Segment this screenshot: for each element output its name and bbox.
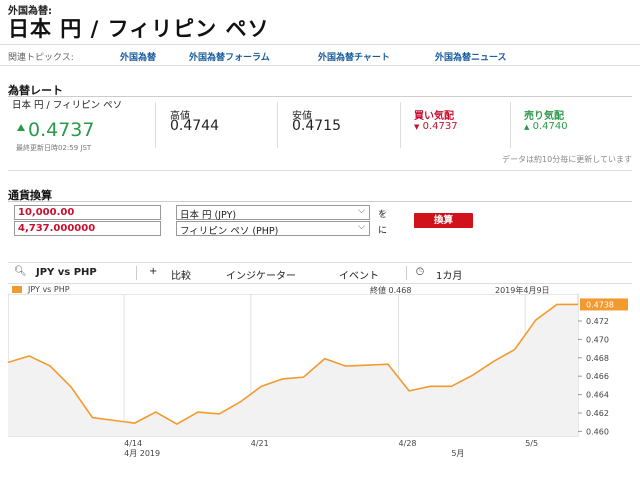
x-tick-label: 4/14 xyxy=(124,439,142,448)
divider xyxy=(400,102,401,148)
rates-heading: 為替レート xyxy=(8,84,63,97)
particle-ni: に xyxy=(378,226,388,236)
chart-toolbar: 🔍︎ JPY vs PHP + 比較 インジケーター イベント 🕒︎ 1カ月 xyxy=(8,262,632,284)
from-currency-value: 日本 円 (JPY) xyxy=(180,210,237,221)
current-rate: 0.4737 xyxy=(28,119,95,141)
y-tick-label: 0.470 xyxy=(586,335,609,344)
divider xyxy=(136,266,137,280)
y-tick-label: 0.464 xyxy=(586,391,609,400)
legend-label: JPY vs PHP xyxy=(28,285,70,294)
sell-quote: ▲ 0.4740 xyxy=(524,121,568,132)
sell-value: 0.4740 xyxy=(532,121,568,132)
section-divider xyxy=(8,170,632,171)
low-label: 安値 xyxy=(292,111,312,122)
from-amount-input[interactable] xyxy=(14,205,161,220)
buy-quote: ▼ 0.4737 xyxy=(414,121,458,132)
up-arrow-icon: ▲ xyxy=(524,123,530,131)
from-currency-select[interactable]: 日本 円 (JPY) ⌵ xyxy=(176,205,370,221)
current-value-label: 0.4738 xyxy=(586,300,614,309)
topic-link-forum[interactable]: 外国為替フォーラム xyxy=(189,53,270,63)
divider xyxy=(277,102,278,148)
search-icon: 🔍︎ xyxy=(14,266,27,277)
converter-divider xyxy=(8,201,632,202)
y-tick-label: 0.466 xyxy=(586,372,609,381)
update-note: データは約10分毎に更新しています xyxy=(502,155,632,164)
rates-divider xyxy=(8,96,632,97)
high-value: 0.4744 xyxy=(170,118,219,134)
y-tick-label: 0.462 xyxy=(586,409,609,418)
to-amount-input[interactable] xyxy=(14,221,161,236)
page-title: 日本 円 / フィリピン ペソ xyxy=(8,17,270,41)
topic-link-forex[interactable]: 外国為替 xyxy=(120,53,157,63)
converter-heading: 通貨換算 xyxy=(8,189,52,202)
pair-name: 日本 円 / フィリピン ペソ xyxy=(12,100,123,111)
sell-label: 売り気配 xyxy=(524,111,564,122)
topic-link-news[interactable]: 外国為替ニュース xyxy=(435,53,507,63)
x-tick-label: 4/28 xyxy=(399,439,417,448)
divider xyxy=(406,266,407,280)
x-secondary-label: 5月 xyxy=(451,449,464,458)
topic-link-chart[interactable]: 外国為替チャート xyxy=(318,53,390,63)
up-arrow-icon xyxy=(17,124,25,131)
series-line xyxy=(8,303,578,425)
current-value-badge xyxy=(580,298,628,311)
high-label: 高値 xyxy=(170,111,190,122)
divider xyxy=(510,102,511,148)
y-tick-label: 0.468 xyxy=(586,354,609,363)
indicator-button[interactable]: インジケーター xyxy=(226,271,296,282)
clock-icon: 🕒︎ xyxy=(416,267,424,278)
event-button[interactable]: イベント xyxy=(339,271,379,282)
series-area-fill xyxy=(8,304,578,436)
legend-swatch xyxy=(12,286,22,293)
y-tick-label: 0.472 xyxy=(586,317,609,326)
page-category: 外国為替: xyxy=(8,6,52,17)
x-tick-label: 4/21 xyxy=(251,439,269,448)
close-value: 終値 0.468 xyxy=(370,286,412,295)
last-updated: 最終更新日時02:59 JST xyxy=(16,144,92,152)
y-tick-label: 0.460 xyxy=(586,427,609,436)
to-currency-value: フィリピン ペソ (PHP) xyxy=(180,226,279,237)
chart-date: 2019年4月9日 xyxy=(495,286,550,295)
chevron-down-icon: ⌵ xyxy=(358,206,365,216)
buy-label: 買い気配 xyxy=(414,111,454,122)
convert-button[interactable]: 換算 xyxy=(414,213,473,228)
down-arrow-icon: ▼ xyxy=(414,123,420,131)
to-currency-select[interactable]: フィリピン ペソ (PHP) ⌵ xyxy=(176,221,370,237)
plus-icon: + xyxy=(149,266,158,277)
rate-chart[interactable]: 0.472 0.470 0.468 0.466 0.464 0.462 0.460 0.473… xyxy=(8,294,632,458)
x-tick-label: 5/5 xyxy=(525,439,538,448)
low-value: 0.4715 xyxy=(292,118,341,134)
chart-legend: JPY vs PHP xyxy=(12,285,70,294)
related-topics-bar: 関連トピックス: 外国為替 外国為替フォーラム 外国為替チャート 外国為替ニュー… xyxy=(0,44,640,66)
related-topics-label: 関連トピックス: xyxy=(8,53,74,63)
pair-selector[interactable]: JPY vs PHP xyxy=(36,267,97,278)
compare-button[interactable]: 比較 xyxy=(171,271,191,282)
buy-value: 0.4737 xyxy=(422,121,458,132)
divider xyxy=(155,102,156,148)
chevron-down-icon: ⌵ xyxy=(358,222,365,232)
x-secondary-label: 4月 2019 xyxy=(124,449,160,458)
range-selector[interactable]: 1カ月 xyxy=(436,271,463,282)
particle-wo: を xyxy=(378,210,388,220)
